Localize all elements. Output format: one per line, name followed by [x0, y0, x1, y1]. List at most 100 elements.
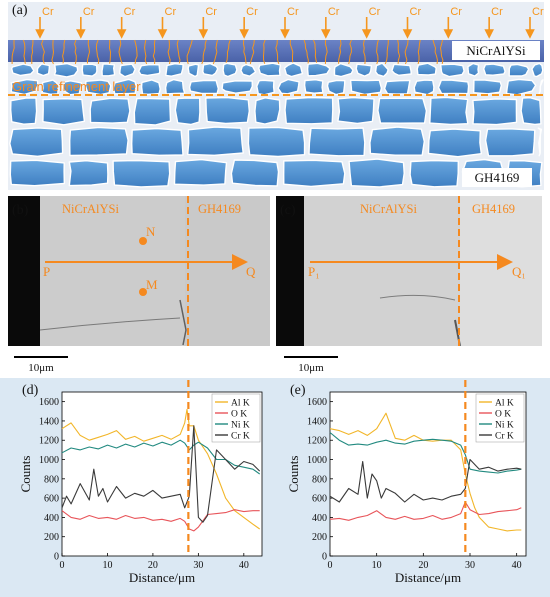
- columnar-grain: [275, 39, 280, 65]
- panel-c-substrate-label: GH4169: [472, 202, 515, 216]
- cr-arrow: Cr: [402, 6, 422, 39]
- start-label-p: P: [43, 264, 50, 279]
- x-tick-label: 20: [418, 560, 428, 571]
- coating-label-box: [452, 41, 540, 60]
- grain: [333, 62, 354, 78]
- scale-label-b: 10μm: [28, 362, 54, 374]
- panel-c: (c) NiCrAlYSi GH4169 P₁ Q₁ 10μm: [276, 196, 542, 374]
- legend-label: O K: [495, 410, 511, 420]
- legend-label: Al K: [495, 399, 514, 409]
- y-tick-label: 200: [44, 532, 59, 543]
- cr-arrow: Cr: [239, 6, 258, 39]
- grain: [337, 96, 375, 125]
- columnar-grain: [41, 39, 45, 65]
- grain: [112, 78, 137, 95]
- coating-columnar-grains: [11, 39, 444, 65]
- cr-arrow-label: Cr: [287, 6, 299, 18]
- grain: [472, 98, 518, 126]
- grain: [254, 97, 281, 125]
- y-tick-label: 0: [322, 552, 327, 563]
- grain: [42, 97, 86, 126]
- x-tick-label: 0: [328, 560, 333, 571]
- columnar-grain: [51, 39, 55, 65]
- grain: [174, 97, 201, 126]
- grain: [308, 127, 366, 157]
- columnar-grain: [384, 39, 389, 65]
- grain: [277, 78, 300, 95]
- y-tick-label: 1600: [39, 397, 59, 408]
- start-label-p1: P₁: [308, 264, 320, 279]
- columnar-grain: [324, 39, 328, 65]
- legend-label: Cr K: [231, 432, 250, 442]
- grain: [484, 128, 536, 157]
- cr-arrow-label: Cr: [369, 6, 381, 18]
- series-line-cr-k: [61, 425, 261, 523]
- grain: [505, 78, 537, 96]
- grain: [391, 63, 412, 77]
- grain: [283, 159, 346, 188]
- y-tick-label: 1400: [39, 416, 59, 427]
- columnar-grain: [404, 39, 409, 65]
- grain: [440, 63, 465, 78]
- columnar-grain: [432, 39, 438, 65]
- columnar-grain: [201, 39, 207, 65]
- x-tick-label: 30: [465, 560, 475, 571]
- columnar-grain: [62, 39, 66, 65]
- grain: [68, 159, 109, 187]
- columnar-grain: [176, 39, 181, 65]
- cr-arrow: Cr: [361, 6, 381, 39]
- columnar-grain: [313, 39, 318, 65]
- panel-b-coating-label: NiCrAlYSi: [62, 202, 119, 216]
- columnar-grain: [439, 39, 444, 65]
- grain: [348, 158, 405, 188]
- legend-label: Al K: [231, 399, 250, 409]
- point-n-label: N: [146, 224, 156, 239]
- x-axis-label: Distance/μm: [395, 570, 461, 585]
- x-tick-label: 30: [193, 560, 203, 571]
- grain: [437, 79, 470, 95]
- grain: [349, 79, 383, 96]
- grain: [258, 62, 282, 77]
- x-tick-label: 40: [512, 560, 522, 571]
- panel-label: (e): [290, 383, 306, 398]
- y-tick-label: 200: [312, 532, 327, 543]
- grain: [89, 97, 131, 124]
- grain: [326, 79, 346, 96]
- grain: [62, 80, 83, 96]
- legend-label: Cr K: [495, 432, 514, 442]
- grain-refinement-label: Grain refinement layer: [12, 79, 141, 94]
- cr-arrow: Cr: [198, 6, 217, 39]
- cr-arrow-label: Cr: [328, 6, 340, 18]
- y-tick-label: 800: [44, 474, 59, 485]
- y-tick-label: 1000: [39, 455, 59, 466]
- grain: [369, 126, 425, 156]
- grain: [140, 79, 161, 96]
- grain: [240, 63, 257, 77]
- columnar-grain: [95, 39, 100, 65]
- cr-arrow: Cr: [280, 6, 299, 39]
- grain: [221, 80, 254, 94]
- point-m-label: M: [146, 277, 158, 292]
- series-line-ni-k: [329, 432, 522, 474]
- columnar-grain: [417, 39, 421, 65]
- columnar-grain: [167, 39, 171, 65]
- grain: [467, 62, 480, 77]
- series-line-o-k: [61, 509, 260, 532]
- legend-label: Ni K: [231, 421, 250, 431]
- columnar-grain: [348, 39, 352, 65]
- panel-b: (b) NiCrAlYSi GH4169 P Q N M 10μm: [8, 196, 272, 374]
- x-tick-label: 40: [239, 560, 249, 571]
- cr-arrow-label: Cr: [410, 6, 422, 18]
- panel-b-substrate-label: GH4169: [198, 202, 241, 216]
- coating-layer: [8, 40, 544, 62]
- grain: [10, 63, 35, 77]
- columnar-grain: [118, 39, 123, 65]
- grain: [409, 159, 459, 188]
- grain: [247, 126, 306, 158]
- grain: [508, 63, 530, 77]
- grain: [9, 97, 38, 125]
- x-axis-label: Distance/μm: [129, 570, 195, 585]
